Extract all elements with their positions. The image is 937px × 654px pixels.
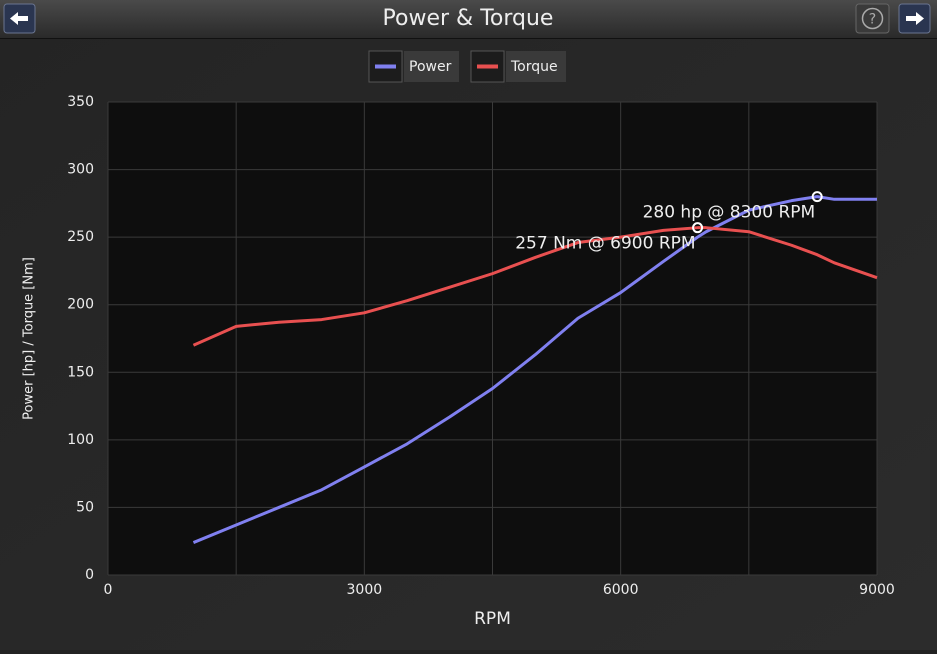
x-tick-label: 9000 bbox=[859, 582, 895, 598]
title: Power & Torque bbox=[383, 6, 554, 31]
forward-button[interactable] bbox=[898, 3, 931, 34]
y-tick-label: 300 bbox=[67, 162, 94, 178]
back-button[interactable] bbox=[3, 3, 36, 34]
svg-text:?: ? bbox=[869, 12, 876, 28]
y-tick-label: 350 bbox=[67, 94, 94, 110]
annotation-marker bbox=[811, 191, 823, 203]
help-button[interactable]: ? bbox=[855, 3, 890, 34]
x-axis-label: RPM bbox=[474, 609, 511, 629]
annotation-marker bbox=[692, 222, 704, 234]
x-tick-label: 3000 bbox=[347, 582, 383, 598]
legend-label: Torque bbox=[510, 59, 558, 75]
x-tick-label: 0 bbox=[104, 582, 113, 598]
annotation-label: 257 Nm @ 6900 RPM bbox=[515, 234, 695, 254]
y-axis-label: Power [hp] / Torque [Nm] bbox=[22, 257, 37, 420]
chart: 0 50 100 150 200 250 300 350 0 3000 6000 9000 RPM Pow… bbox=[22, 50, 895, 629]
header-bar bbox=[0, 0, 937, 38]
annotation-label: 280 hp @ 8300 RPM bbox=[643, 203, 816, 223]
y-tick-label: 250 bbox=[67, 229, 94, 245]
legend-item: Torque bbox=[470, 50, 566, 83]
y-tick-label: 50 bbox=[76, 499, 94, 515]
y-tick-label: 200 bbox=[67, 297, 94, 313]
y-tick-label: 100 bbox=[67, 432, 94, 448]
y-tick-label: 0 bbox=[85, 567, 94, 583]
legend-label-box bbox=[404, 51, 459, 82]
series-line bbox=[192, 195, 877, 544]
legend-label-box bbox=[506, 51, 566, 82]
series-line bbox=[192, 226, 878, 347]
legend-label: Power bbox=[409, 59, 452, 75]
x-tick-label: 6000 bbox=[603, 582, 639, 598]
legend-item: Power bbox=[368, 50, 459, 83]
legend-swatch-box bbox=[470, 50, 505, 83]
y-tick-label: 150 bbox=[67, 364, 94, 380]
